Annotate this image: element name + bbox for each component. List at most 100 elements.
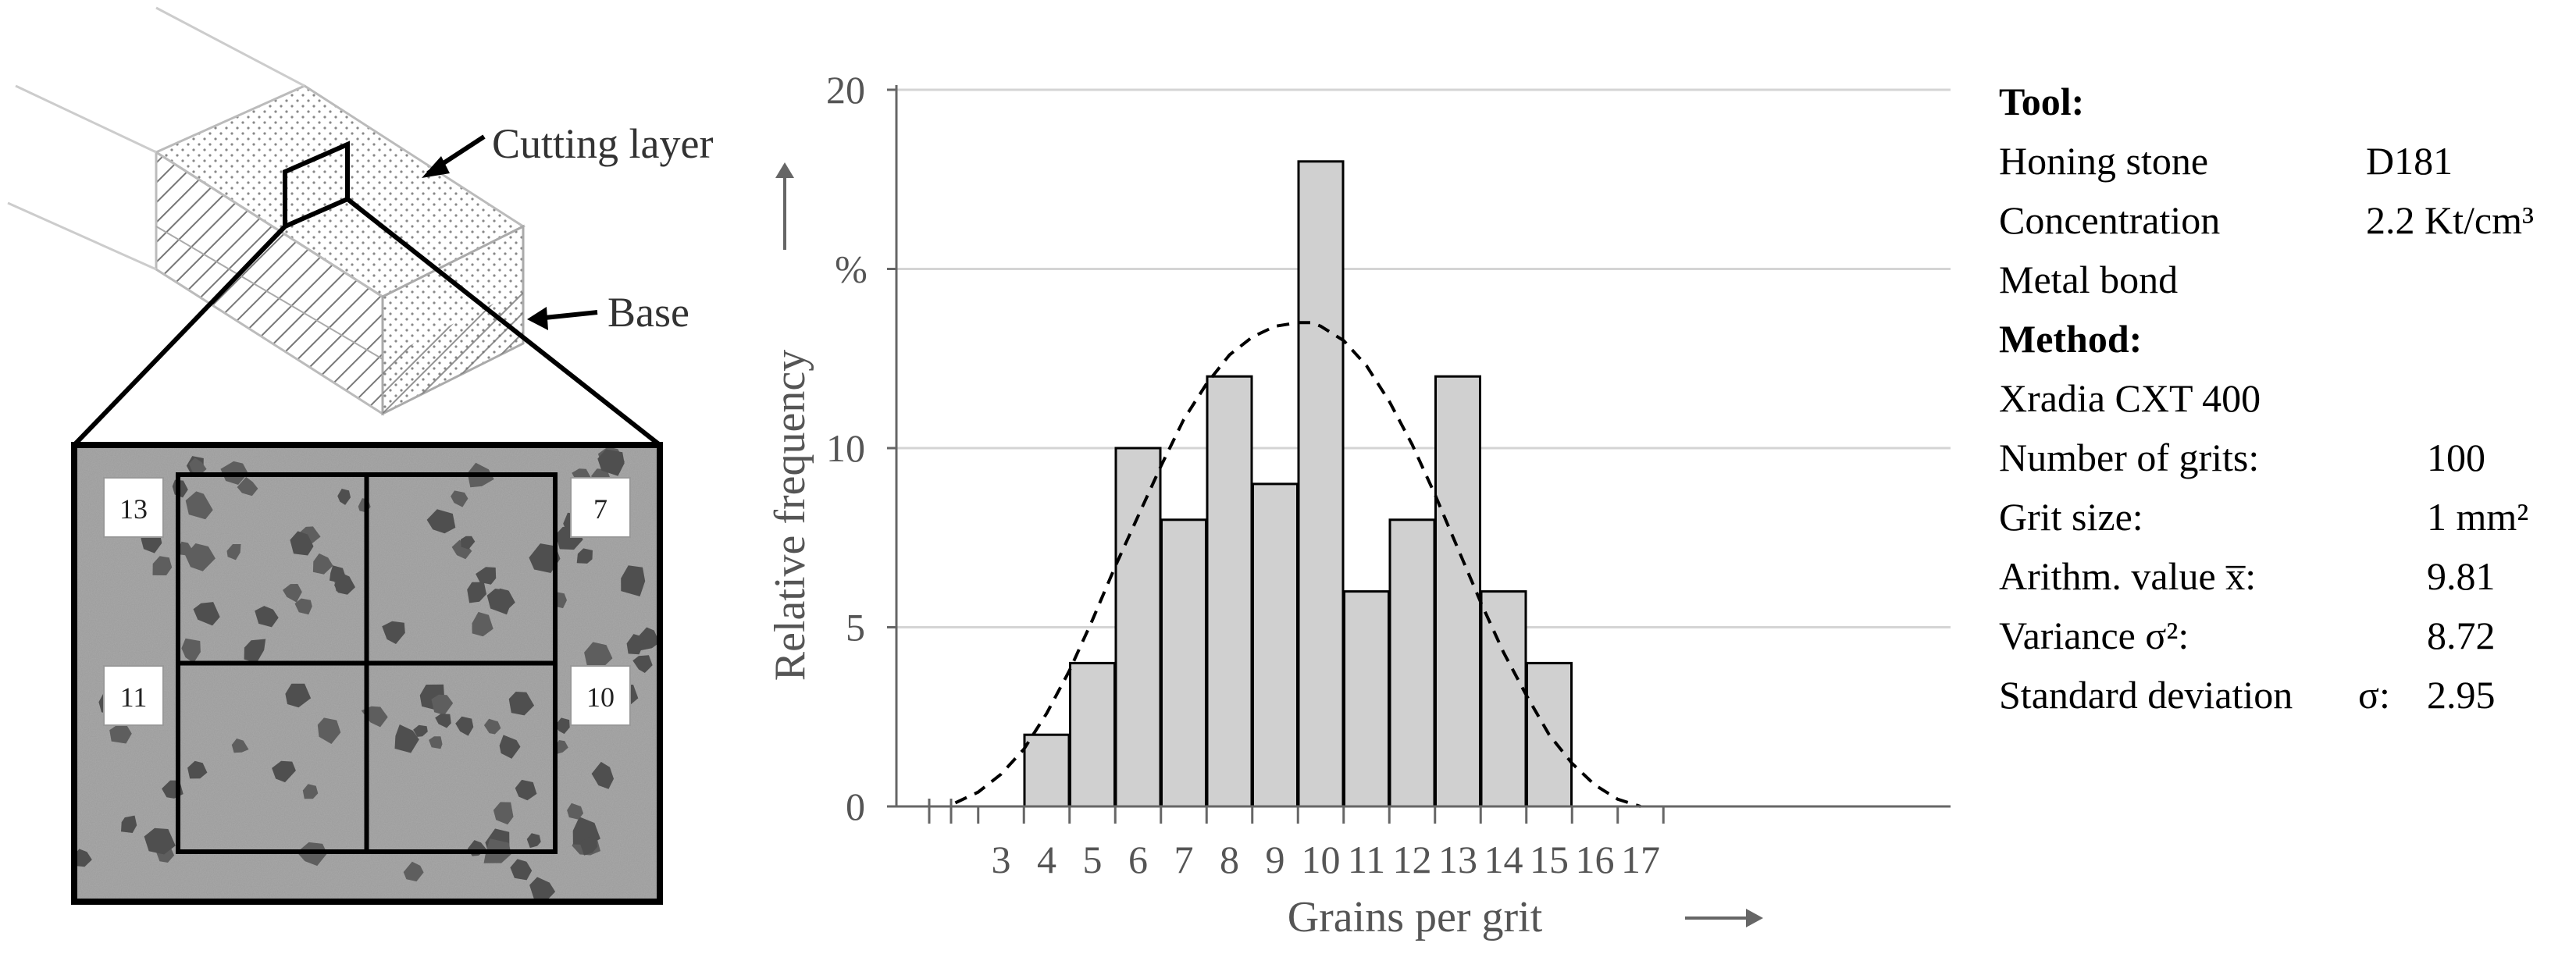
grit-particle — [121, 815, 137, 833]
grit-particle — [455, 716, 474, 736]
honing-stone-label: Honing stone — [1999, 139, 2209, 183]
method-heading-row: Method: — [1999, 309, 2569, 368]
concentration-value: 2.2 Kt/cm³ — [2366, 198, 2534, 242]
bar-5 — [1069, 661, 1116, 808]
x-tick-label: 13 — [1438, 838, 1477, 881]
grit-particle — [499, 735, 521, 759]
grit-particle — [72, 849, 92, 867]
grit-particle — [285, 683, 312, 708]
y-tick-label: 20 — [826, 68, 865, 112]
cutting-layer-label: Cutting layer — [492, 120, 713, 167]
grit-particle — [337, 489, 351, 505]
bar-12 — [1388, 518, 1436, 808]
x-tick-label: 11 — [1348, 838, 1385, 881]
info-panel: Tool: Honing stone D181 Concentration 2.… — [1999, 72, 2569, 724]
mean-row: Arithm. value x̅: 9.81 — [1999, 546, 2569, 606]
std-row: Standard deviation σ: 2.95 — [1999, 665, 2569, 724]
grit-particle — [451, 539, 472, 560]
variance-row: Variance σ²: 8.72 — [1999, 606, 2569, 665]
grit-particle — [451, 490, 469, 507]
micrograph: 13 7 11 10 — [71, 442, 663, 905]
grit-particle — [431, 694, 454, 715]
grit-particle — [237, 477, 258, 497]
grit-particle — [317, 717, 341, 744]
mean-label: Arithm. value x̅: — [1999, 554, 2257, 598]
std-value: 2.95 — [2427, 673, 2496, 717]
grit-particle — [312, 553, 333, 575]
grit-particle — [382, 621, 405, 644]
base-label: Base — [607, 289, 689, 336]
bar-10 — [1297, 160, 1345, 808]
grit-particle — [526, 833, 541, 849]
grit-particle — [178, 541, 193, 556]
honing-stone-diagram: Cutting layer Base 13 7 11 10 — [7, 6, 713, 905]
grit-particle — [413, 724, 428, 737]
honing-stone-row: Honing stone D181 — [1999, 131, 2569, 190]
grit-particle — [483, 718, 501, 735]
grits-value: 100 — [2427, 436, 2485, 479]
grit-particle — [435, 714, 451, 728]
x-tick-label: 7 — [1174, 838, 1194, 881]
grit-particle — [144, 828, 176, 855]
stone-edge — [15, 84, 157, 154]
cell-count: 13 — [119, 493, 148, 525]
std-symbol: σ: — [2358, 673, 2390, 717]
tool-heading: Tool: — [1999, 80, 2085, 123]
grit-size-row: Grit size: 1 mm² — [1999, 487, 2569, 546]
grit-particle — [591, 761, 614, 789]
bar-13 — [1434, 375, 1481, 808]
grit-particle — [467, 582, 486, 603]
std-label: Standard deviation — [1999, 673, 2293, 717]
grit-particle — [185, 491, 213, 520]
honing-stone-value: D181 — [2366, 139, 2453, 183]
grit-particle — [632, 655, 653, 673]
grit-particle — [572, 817, 600, 845]
method-value: Xradia CXT 400 — [1999, 376, 2261, 420]
grits-label: Number of grits: — [1999, 436, 2260, 479]
y-axis-label: Relative frequency — [766, 350, 814, 681]
grit-particle — [576, 548, 593, 564]
bars — [1023, 160, 1573, 808]
bar-14 — [1480, 590, 1527, 808]
bar-11 — [1343, 590, 1390, 808]
concentration-label: Concentration — [1999, 198, 2221, 242]
grit-particle — [493, 802, 514, 825]
grit-particle — [426, 509, 456, 534]
grit-particle — [639, 627, 660, 651]
grit-particle — [403, 861, 424, 882]
grit-particle — [334, 573, 355, 595]
grit-particle — [579, 837, 598, 856]
grit-particle — [181, 638, 201, 664]
grit-particle — [109, 724, 132, 744]
zoom-line — [346, 197, 661, 447]
x-tick-label: 15 — [1530, 838, 1569, 881]
grit-size-value: 1 mm² — [2427, 495, 2529, 539]
grit-particle — [529, 877, 556, 900]
bar-4 — [1023, 733, 1071, 808]
grit-particle — [515, 779, 537, 801]
grit-particle — [226, 544, 241, 561]
variance-value: 8.72 — [2427, 614, 2496, 657]
grit-particle — [429, 736, 443, 749]
x-axis-label: Grains per grit — [1288, 893, 1543, 941]
x-tick-label: 5 — [1083, 838, 1103, 881]
x-tick-label: 3 — [992, 838, 1011, 881]
bond-label: Metal bond — [1999, 258, 2179, 301]
grit-particle — [461, 536, 476, 550]
grit-particle — [597, 449, 625, 476]
bar-6 — [1114, 447, 1162, 808]
grit-particle — [476, 567, 497, 585]
mean-value: 9.81 — [2427, 554, 2496, 598]
grit-particle — [294, 598, 312, 615]
stone-edge — [7, 201, 157, 271]
stone-edge — [155, 6, 305, 87]
grit-particle — [584, 642, 613, 667]
x-tick-label: 4 — [1037, 838, 1056, 881]
grit-particle — [508, 692, 535, 716]
grit-particle — [152, 556, 173, 575]
cell-count-box — [570, 477, 631, 538]
cell-count: 11 — [120, 682, 148, 713]
method-heading: Method: — [1999, 317, 2143, 361]
y-unit-label: % — [835, 247, 868, 291]
